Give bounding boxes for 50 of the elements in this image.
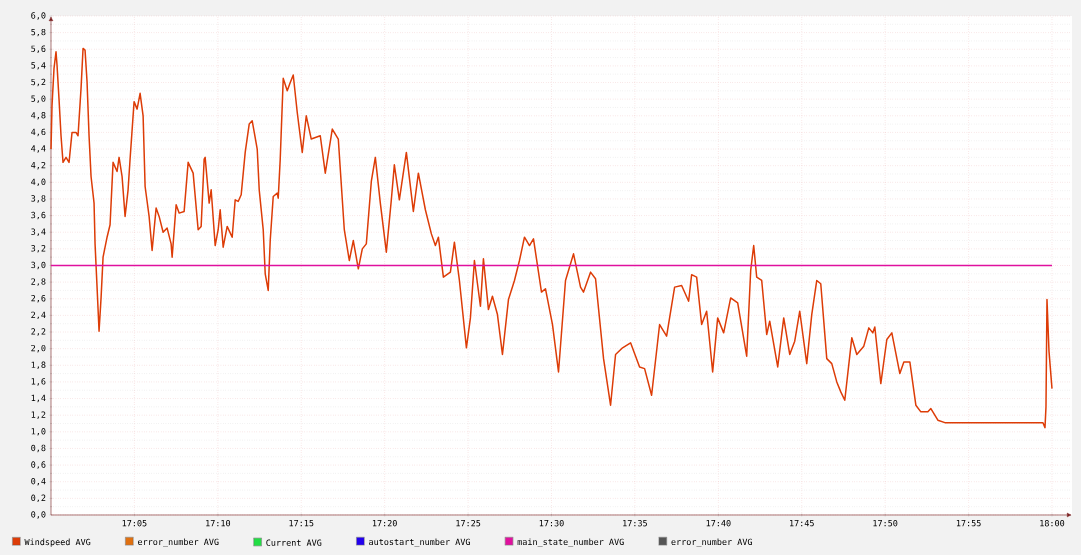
- y-tick-label: 0,8: [31, 444, 46, 453]
- y-tick-label: 3,6: [31, 211, 46, 220]
- y-tick-label: 0,4: [31, 477, 46, 486]
- x-tick-label: 17:35: [623, 520, 647, 527]
- line-series: [50, 47, 1053, 429]
- y-tick-label: 4,6: [31, 128, 46, 137]
- y-tick-label: 4,2: [31, 161, 46, 170]
- y-tick-label: 5,6: [31, 45, 46, 53]
- legend-label: Current AVG: [266, 539, 322, 546]
- y-tick-label: 5,0: [31, 95, 46, 103]
- y-tick-label: 3,8: [31, 195, 46, 203]
- y-tick-label: 0,0: [31, 511, 46, 519]
- x-tick-label: 17:25: [456, 520, 481, 527]
- x-tick-label: 17:40: [706, 520, 731, 527]
- y-tick-label: 2,4: [31, 311, 46, 320]
- y-tick-label: 5,8: [31, 28, 46, 37]
- x-tick-label: 17:55: [956, 520, 981, 527]
- y-tick-label: 2,0: [31, 344, 46, 353]
- x-tick-label: 17:50: [873, 520, 898, 527]
- y-tick-label: 1,8: [31, 361, 46, 370]
- y-tick-label: 1,2: [31, 411, 46, 419]
- legend-label: error_number AVG: [138, 538, 219, 547]
- y-tick-label: 6,0: [31, 12, 46, 20]
- y-tick-label: 1,4: [31, 394, 46, 403]
- y-tick-label: 1,0: [31, 428, 46, 436]
- legend-label: autostart_number AVG: [369, 538, 470, 547]
- y-tick-label: 1,6: [31, 378, 46, 386]
- y-tick-label: 4,0: [31, 178, 46, 187]
- y-tick-label: 5,4: [31, 62, 46, 70]
- y-tick-label: 2,6: [31, 295, 46, 303]
- y-tick-label: 4,8: [31, 112, 46, 120]
- y-tick-label: 5,2: [31, 78, 46, 87]
- y-tick-label: 3,0: [31, 261, 46, 270]
- x-tick-label: 17:15: [289, 520, 314, 527]
- y-tick-label: 3,2: [31, 245, 46, 253]
- y-tick-label: 0,6: [31, 461, 46, 469]
- legend-label: Windspeed AVG: [24, 538, 91, 547]
- y-tick-label: 0,2: [31, 494, 46, 503]
- x-tick-label: 17:05: [122, 520, 147, 527]
- y-tick-label: 4,4: [31, 145, 46, 153]
- x-tick-label: 17:10: [206, 520, 231, 527]
- x-tick-label: 17:20: [372, 520, 397, 527]
- y-tick-label: 3,4: [31, 228, 46, 236]
- y-tick-label: 2,2: [31, 328, 46, 336]
- x-tick-label: 18:00: [1040, 520, 1065, 527]
- y-tick-label: 2,8: [31, 278, 46, 286]
- x-tick-label: 17:30: [539, 520, 564, 527]
- legend-label: main_state_number AVG: [517, 538, 624, 547]
- x-tick-label: 17:45: [790, 520, 814, 527]
- legend-label: error_number AVG: [671, 538, 752, 547]
